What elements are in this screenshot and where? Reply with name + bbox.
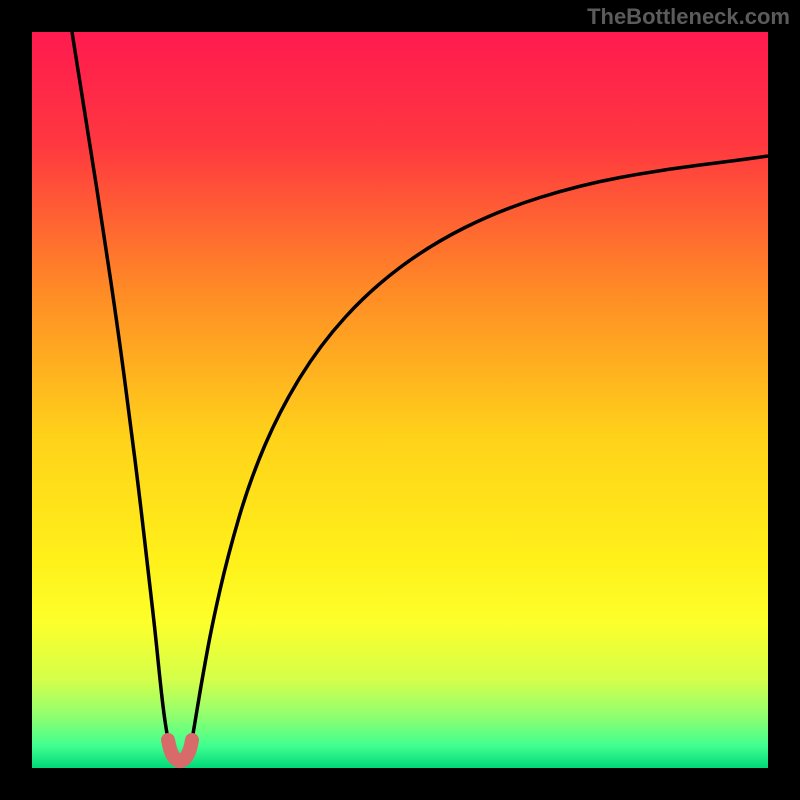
gradient-plot-area bbox=[32, 32, 768, 768]
bottleneck-chart bbox=[0, 0, 800, 800]
watermark-text: TheBottleneck.com bbox=[587, 4, 790, 30]
chart-container: TheBottleneck.com bbox=[0, 0, 800, 800]
